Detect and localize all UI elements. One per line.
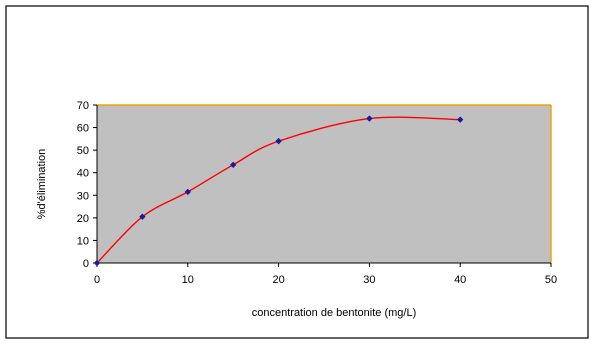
x-tick-label: 50	[545, 274, 557, 286]
x-axis-ticks: 0 10 20 30 40 50	[94, 263, 557, 286]
data-point-marker	[457, 116, 464, 123]
data-point-marker	[184, 188, 191, 196]
y-tick-label: 0	[83, 258, 89, 270]
x-tick-label: 40	[454, 274, 466, 286]
data-point-marker	[366, 115, 373, 122]
plot-area	[97, 105, 551, 263]
y-axis-title: %d'élimination	[36, 149, 48, 220]
data-point-marker	[230, 161, 237, 169]
x-tick-label: 0	[94, 274, 100, 286]
series-markers	[93, 115, 464, 267]
y-tick-label: 10	[77, 235, 89, 247]
y-tick-label: 50	[77, 145, 89, 157]
y-tick-label: 40	[77, 168, 89, 180]
y-axis-ticks: 0 10 20 30 40 50 60 70	[77, 100, 97, 270]
x-tick-label: 10	[182, 274, 194, 286]
x-tick-label: 30	[363, 274, 375, 286]
x-tick-label: 20	[272, 274, 284, 286]
data-point-marker	[275, 137, 282, 145]
y-tick-label: 60	[77, 123, 89, 135]
x-axis-title: concentration de bentonite (mg/L)	[252, 307, 417, 319]
y-tick-label: 30	[77, 190, 89, 202]
y-tick-label: 20	[77, 213, 89, 225]
y-tick-label: 70	[77, 100, 89, 112]
data-point-marker	[93, 259, 101, 267]
data-point-marker	[139, 213, 146, 220]
